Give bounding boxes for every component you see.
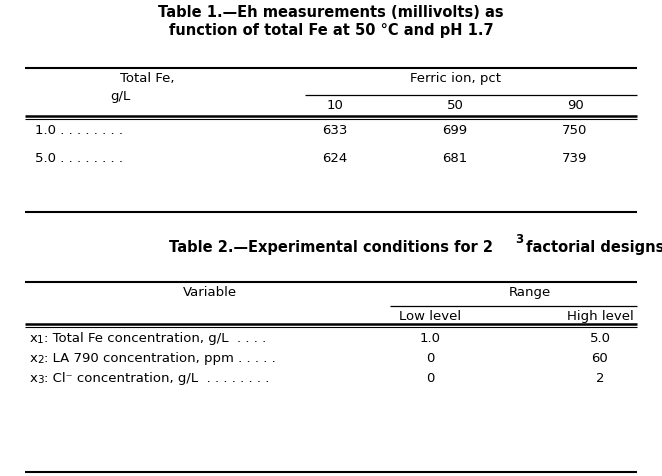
Text: 624: 624 xyxy=(322,152,348,165)
Text: 5.0: 5.0 xyxy=(589,332,610,345)
Text: : LA 790 concentration, ppm . . . . .: : LA 790 concentration, ppm . . . . . xyxy=(44,352,276,365)
Text: Ferric ion, pct: Ferric ion, pct xyxy=(410,72,500,85)
Text: 1.0 . . . . . . . .: 1.0 . . . . . . . . xyxy=(35,124,123,137)
Text: Table 1.—Eh measurements (millivolts) as: Table 1.—Eh measurements (millivolts) as xyxy=(158,5,504,20)
Text: 10: 10 xyxy=(326,99,344,112)
Text: 1.0: 1.0 xyxy=(420,332,440,345)
Text: 2: 2 xyxy=(37,355,44,365)
Text: : Total Fe concentration, g/L  . . . .: : Total Fe concentration, g/L . . . . xyxy=(44,332,266,345)
Text: 3: 3 xyxy=(515,233,523,246)
Text: 90: 90 xyxy=(567,99,583,112)
Text: 5.0 . . . . . . . .: 5.0 . . . . . . . . xyxy=(35,152,123,165)
Text: 681: 681 xyxy=(442,152,467,165)
Text: 50: 50 xyxy=(447,99,463,112)
Text: Range: Range xyxy=(509,286,551,299)
Text: 0: 0 xyxy=(426,352,434,365)
Text: g/L: g/L xyxy=(110,90,130,103)
Text: 1: 1 xyxy=(37,335,44,345)
Text: x: x xyxy=(30,352,38,365)
Text: 739: 739 xyxy=(562,152,588,165)
Text: 3: 3 xyxy=(37,375,44,385)
Text: High level: High level xyxy=(567,310,634,323)
Text: function of total Fe at 50 °C and pH 1.7: function of total Fe at 50 °C and pH 1.7 xyxy=(169,23,493,38)
Text: 633: 633 xyxy=(322,124,348,137)
Text: : Cl⁻ concentration, g/L  . . . . . . . .: : Cl⁻ concentration, g/L . . . . . . . . xyxy=(44,372,269,385)
Text: 2: 2 xyxy=(596,372,604,385)
Text: Variable: Variable xyxy=(183,286,237,299)
Text: 750: 750 xyxy=(562,124,588,137)
Text: Total Fe,: Total Fe, xyxy=(120,72,175,85)
Text: 60: 60 xyxy=(592,352,608,365)
Text: Table 2.—Experimental conditions for 2: Table 2.—Experimental conditions for 2 xyxy=(169,240,493,255)
Text: factorial designs: factorial designs xyxy=(521,240,662,255)
Text: Low level: Low level xyxy=(399,310,461,323)
Text: 0: 0 xyxy=(426,372,434,385)
Text: 699: 699 xyxy=(442,124,467,137)
Text: x: x xyxy=(30,372,38,385)
Text: x: x xyxy=(30,332,38,345)
